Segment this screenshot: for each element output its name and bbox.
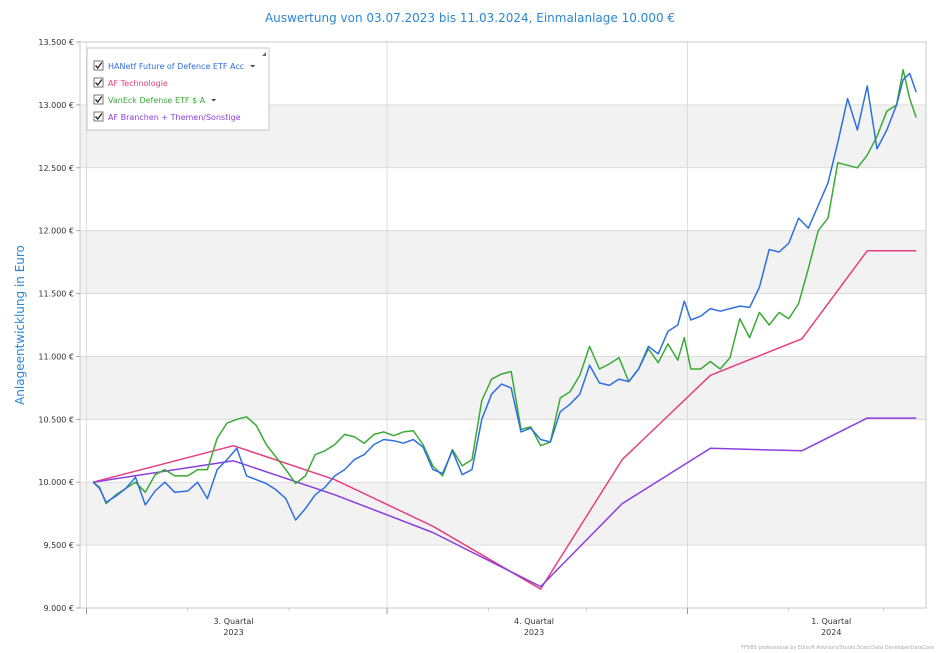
plot-frame — [79, 41, 927, 609]
x-tick-sublabel: 2023 — [524, 628, 544, 637]
dropdown-arrow-icon[interactable] — [211, 99, 217, 102]
background-band — [80, 482, 926, 546]
legend: HANetf Future of Defence ETF Acc AF Techn… — [86, 47, 270, 131]
y-tick-label: 13.000 € — [38, 101, 74, 110]
y-tick-label: 9.500 € — [43, 541, 74, 550]
series-line-1 — [92, 72, 917, 521]
checkmark-icon — [95, 62, 103, 70]
y-tick-label: 13.500 € — [38, 38, 74, 47]
y-tick-label: 10.000 € — [38, 478, 74, 487]
series-line-2 — [92, 250, 917, 590]
footer-note: FFVBS professional by Edisoft Advisors/S… — [741, 645, 934, 651]
legend-label: HANetf Future of Defence ETF Acc — [108, 62, 244, 71]
y-axis: 9.000 € 9.500 € 10.000 € 10.500 € 11.000 € 11… — [38, 38, 80, 613]
legend-checkbox[interactable] — [93, 77, 104, 88]
x-tick-sublabel: 2024 — [821, 628, 841, 637]
x-axis: 3. Quartal 2023 4. Quartal 2023 1. Quartal 20… — [86, 608, 884, 637]
legend-checkbox[interactable] — [93, 94, 104, 105]
x-tick-sublabel: 2023 — [223, 628, 243, 637]
checkmark-icon — [95, 113, 103, 121]
y-tick-label: 9.000 € — [43, 604, 74, 613]
dropdown-arrow-icon[interactable] — [250, 65, 256, 68]
legend-box — [86, 47, 270, 131]
x-tick-label: 4. Quartal — [514, 617, 554, 626]
y-tick-label: 11.000 € — [38, 352, 74, 361]
chart-title: Auswertung von 03.07.2023 bis 11.03.2024… — [264, 11, 676, 25]
y-tick-label: 12.000 € — [38, 227, 74, 236]
background-band — [80, 230, 926, 294]
y-tick-label: 11.500 € — [38, 290, 74, 299]
y-tick-label: 10.500 € — [38, 415, 74, 424]
legend-resize-icon[interactable] — [262, 52, 266, 56]
series-line-4 — [92, 417, 917, 588]
x-tick-label: 1. Quartal — [811, 617, 851, 626]
legend-checkbox[interactable] — [93, 60, 104, 71]
x-tick-label: 3. Quartal — [214, 617, 254, 626]
checkmark-icon — [95, 96, 103, 104]
y-tick-label: 12.500 € — [38, 164, 74, 173]
series-line-3 — [92, 68, 917, 505]
legend-label: VanEck Defense ETF $ A — [108, 96, 206, 105]
series-lines — [92, 68, 917, 590]
background-band — [80, 356, 926, 420]
legend-label: AF Technologie — [108, 79, 168, 88]
legend-checkbox[interactable] — [93, 111, 104, 122]
checkmark-icon — [95, 79, 103, 87]
background-bands — [80, 104, 926, 546]
legend-label: AF Branchen + Themen/Sonstige — [108, 113, 241, 122]
